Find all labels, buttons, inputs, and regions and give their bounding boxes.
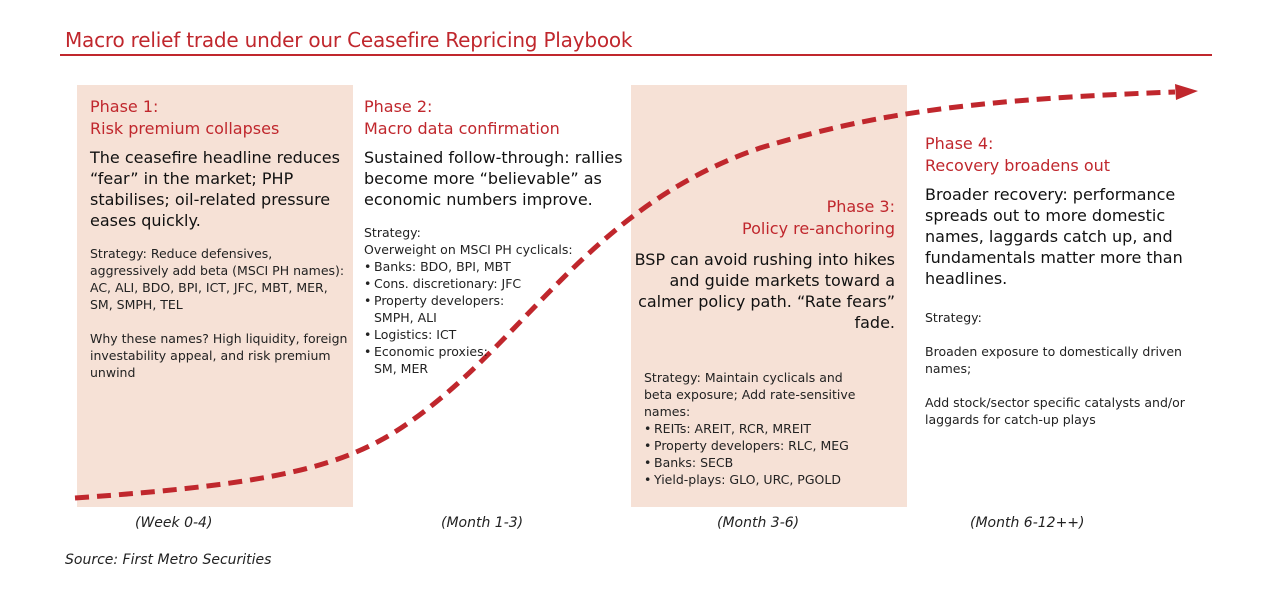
list-item: Yield-plays: GLO, URC, PGOLD bbox=[644, 471, 894, 488]
list-item: REITs: AREIT, RCR, MREIT bbox=[644, 420, 894, 437]
list-item: Property developers: RLC, MEG bbox=[644, 437, 894, 454]
phase-1-number: Phase 1: bbox=[90, 97, 159, 116]
phase-4: Phase 4: Recovery broadens out Broader r… bbox=[925, 133, 1200, 428]
list-item: Banks: SECB bbox=[644, 454, 894, 471]
phase-3-strategy-label: Strategy: bbox=[644, 370, 701, 385]
phase-2-strategy: Strategy: Overweight on MSCI PH cyclical… bbox=[364, 224, 626, 377]
phase-2-strategy-intro: Overweight on MSCI PH cyclicals: bbox=[364, 242, 573, 257]
phase-4-timeframe: (Month 6-12++) bbox=[970, 515, 1085, 531]
phase-1-headline: The ceasefire headline reduces “fear” in… bbox=[90, 148, 340, 230]
phase-1-title: Risk premium collapses bbox=[90, 119, 280, 138]
list-item: Banks: BDO, BPI, MBT bbox=[364, 258, 626, 275]
recovery-curve-dashed-line bbox=[74, 89, 1176, 501]
phase-1-panel-background bbox=[77, 85, 353, 507]
list-item: Logistics: ICT bbox=[364, 326, 626, 343]
phase-3-timeframe: (Month 3-6) bbox=[717, 515, 800, 531]
list-item: Economic proxies: SM, MER bbox=[364, 343, 514, 377]
phase-4-headline: Broader recovery: performance spreads ou… bbox=[925, 185, 1183, 288]
phase-1: Phase 1: Risk premium collapses The ceas… bbox=[90, 96, 350, 381]
page-title: Macro relief trade under our Ceasefire R… bbox=[65, 28, 633, 52]
phase-2-strategy-label: Strategy: bbox=[364, 225, 421, 240]
phase-3: Phase 3: Policy re-anchoring BSP can avo… bbox=[633, 196, 895, 488]
title-divider bbox=[60, 54, 1212, 56]
phase-3-number: Phase 3: bbox=[826, 197, 895, 216]
phase-1-why: Why these names? High liquidity, foreign… bbox=[90, 331, 348, 380]
phase-4-strategy-p1: Broaden exposure to domestically driven … bbox=[925, 344, 1182, 376]
phase-2-bullet-list: Banks: BDO, BPI, MBT Cons. discretionary… bbox=[364, 258, 626, 377]
phase-3-title: Policy re-anchoring bbox=[742, 219, 895, 238]
phase-4-strategy-p2: Add stock/sector specific catalysts and/… bbox=[925, 395, 1185, 427]
phase-1-strategy-text: Reduce defensives, aggressively add beta… bbox=[90, 246, 345, 312]
phase-2-headline: Sustained follow-through: rallies become… bbox=[364, 148, 623, 209]
phase-2-timeframe: (Month 1-3) bbox=[441, 515, 524, 531]
phase-4-title: Recovery broadens out bbox=[925, 156, 1111, 175]
phase-2-title: Macro data confirmation bbox=[364, 119, 560, 138]
phase-3-bullet-list: REITs: AREIT, RCR, MREIT Property develo… bbox=[644, 420, 894, 488]
phase-1-strategy-label: Strategy: bbox=[90, 246, 147, 261]
list-item: Cons. discretionary: JFC bbox=[364, 275, 626, 292]
phase-3-strategy: Strategy: Maintain cyclicals and beta ex… bbox=[644, 369, 859, 488]
phase-3-headline: BSP can avoid rushing into hikes and gui… bbox=[634, 250, 895, 332]
list-item: Property developers: SMPH, ALI bbox=[364, 292, 534, 326]
phase-1-strategy: Strategy: Reduce defensives, aggressivel… bbox=[90, 245, 350, 313]
phase-2: Phase 2: Macro data confirmation Sustain… bbox=[364, 96, 626, 377]
phase-4-strategy-label: Strategy: bbox=[925, 310, 982, 325]
phase-2-number: Phase 2: bbox=[364, 97, 433, 116]
source-note: Source: First Metro Securities bbox=[65, 552, 272, 568]
phase-1-timeframe: (Week 0-4) bbox=[135, 515, 213, 531]
phase-4-number: Phase 4: bbox=[925, 134, 994, 153]
phase-3-strategy-text: Maintain cyclicals and beta exposure; Ad… bbox=[644, 370, 856, 419]
recovery-curve-arrowhead bbox=[1175, 84, 1198, 100]
